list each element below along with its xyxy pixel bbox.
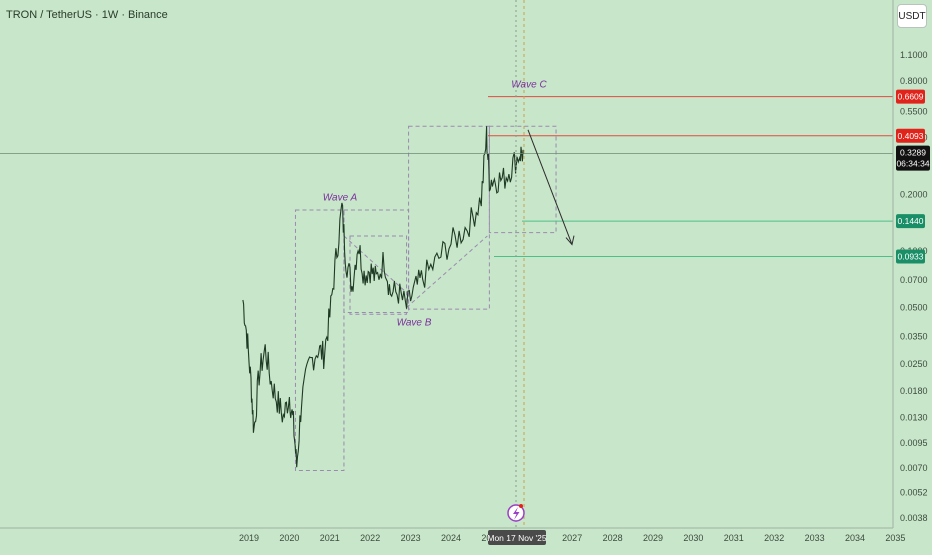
x-tick-label: 2029	[643, 533, 663, 543]
y-tick-label: 0.0180	[900, 386, 928, 396]
wave-label: Wave A	[323, 193, 358, 204]
price-tag	[896, 128, 925, 143]
wave-c-box	[488, 125, 557, 234]
y-tick-label: 1.1000	[900, 50, 928, 60]
y-tick-label: 0.0095	[900, 438, 928, 448]
symbol-title: TRON / TetherUS · 1W · Binance	[6, 9, 168, 21]
x-tick-label: 2028	[603, 533, 623, 543]
countdown-label: 06:34:34	[896, 159, 929, 169]
x-tick-label: 2021	[320, 533, 340, 543]
current-price-label: 0.3289	[900, 148, 926, 158]
wave-label: Wave B	[397, 318, 432, 329]
y-tick-label: 0.0250	[900, 359, 928, 369]
price-tag-label: 0.0933	[898, 252, 924, 262]
y-tick-label: 0.0038	[900, 513, 928, 523]
wave-a-box	[294, 209, 345, 471]
y-tick-label: 0.2000	[900, 189, 928, 199]
wave-b-outer-box	[408, 125, 490, 310]
price-tag-label: 0.1440	[898, 216, 924, 226]
x-tick-label: 2027	[562, 533, 582, 543]
x-tick-label: 2020	[279, 533, 299, 543]
y-tick-label: 0.0130	[900, 413, 928, 423]
wave-b-box	[349, 235, 408, 315]
price-tag	[896, 89, 925, 104]
currency-button[interactable]: USDT	[897, 4, 927, 28]
x-tick-label: 2022	[360, 533, 380, 543]
price-tag-label: 0.6609	[898, 92, 924, 102]
y-tick-label: 0.0500	[900, 302, 928, 312]
crosshair-date-tag	[488, 530, 546, 545]
arrow-head	[565, 235, 575, 246]
price-tag	[896, 249, 925, 264]
x-tick-label: 2023	[401, 533, 421, 543]
wave-label: Wave C	[511, 79, 547, 90]
x-tick-label: 2031	[724, 533, 744, 543]
y-tick-label: 0.0052	[900, 487, 928, 497]
y-tick-label: 0.0070	[900, 463, 928, 473]
current-price-tag	[896, 145, 930, 171]
x-tick-label: 2035	[885, 533, 905, 543]
y-tick-label: 0.8000	[900, 76, 928, 86]
event-dot	[519, 504, 523, 508]
price-tag	[896, 214, 925, 229]
wave-b-line	[343, 235, 407, 293]
price-series	[242, 126, 525, 468]
x-tick-label: 2033	[805, 533, 825, 543]
lightning-glyph	[513, 507, 520, 520]
price-tag-label: 0.4093	[898, 131, 924, 141]
y-tick-label: 0.0700	[900, 275, 928, 285]
projection-arrow	[527, 129, 573, 245]
wave-b-trend-line	[406, 235, 488, 308]
x-tick-label: 2030	[683, 533, 703, 543]
x-tick-label: 2032	[764, 533, 784, 543]
x-tick-label: 2034	[845, 533, 865, 543]
x-tick-label: 2019	[239, 533, 259, 543]
crosshair-date-label: Mon 17 Nov '25	[487, 533, 547, 543]
y-tick-label: 0.5500	[900, 107, 928, 117]
y-tick-label: 0.0350	[900, 332, 928, 342]
x-tick-label: 2024	[441, 533, 461, 543]
